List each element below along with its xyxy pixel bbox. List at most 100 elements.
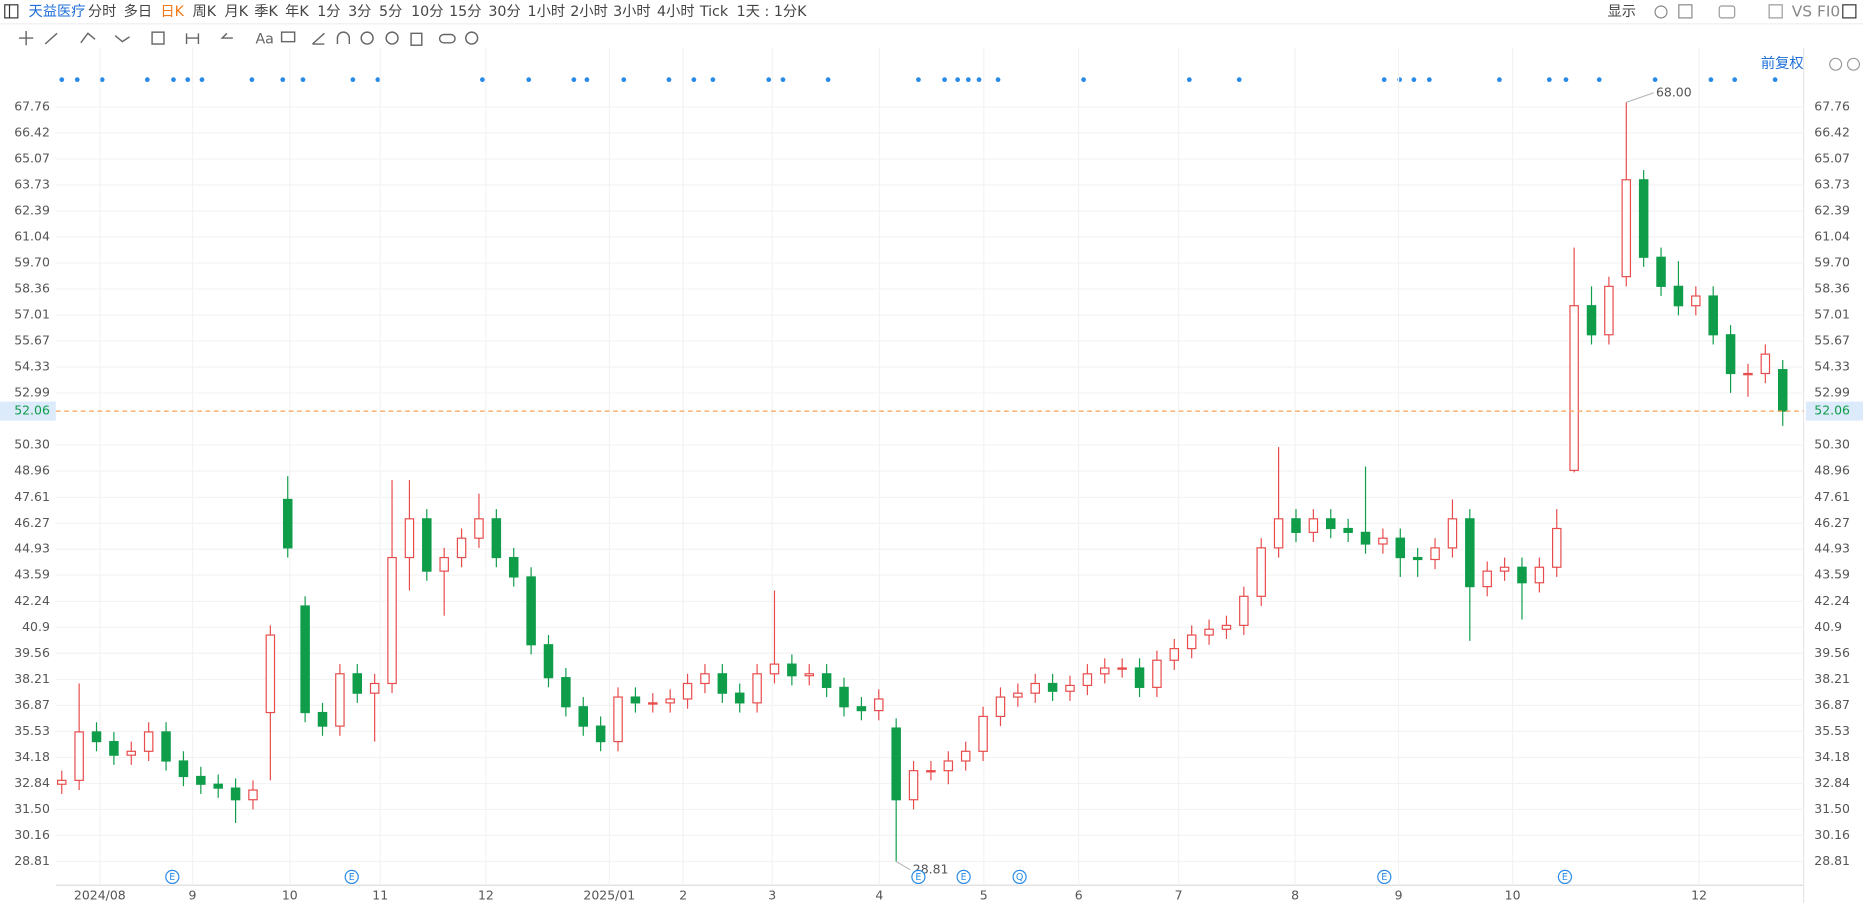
y-tick-label: 38.21 [14,671,50,686]
y-tick-label: 46.27 [14,515,50,530]
period-tab[interactable]: 10分 [411,3,443,20]
candle-body [543,644,554,679]
tool-settings[interactable] [465,31,479,45]
candle-body [1030,682,1040,694]
candle-body [995,696,1006,718]
y-tick-label: 34.18 [14,749,50,764]
comment-tool[interactable] [280,31,296,43]
eye-tool[interactable] [360,31,374,45]
event-marker[interactable] [956,869,971,885]
period-tab[interactable]: Tick [699,4,729,20]
angle-tool[interactable] [312,32,325,45]
event-marker[interactable] [1377,869,1392,885]
y-tick-label: 61.04 [14,229,50,244]
y-tick-label-right: 32.84 [1814,775,1850,790]
period-tab[interactable]: 周K [192,4,216,20]
period-tab[interactable]: 1分 [317,3,340,20]
candle-body [856,706,867,712]
drawing-tools [19,30,479,46]
camera-icon[interactable] [1718,5,1736,19]
event-marker-label: E [349,872,355,883]
panel-icon[interactable] [1842,4,1857,19]
y-tick-label: 55.67 [14,333,50,348]
y-tick-label: 35.53 [14,723,50,738]
delete-tool[interactable] [410,32,423,46]
symbol[interactable]: 天益医疗 [29,3,86,20]
candle-body [839,686,849,708]
line-tool[interactable] [44,32,58,45]
event-marker[interactable] [911,869,926,885]
candle-body [1621,179,1632,278]
compare-button[interactable]: VS FI0 [1792,2,1841,20]
period-tab[interactable]: 5分 [379,3,402,20]
y-tick-label: 47.61 [14,489,50,504]
zoom-in[interactable] [1846,57,1861,71]
period-tab[interactable]: 年K [285,3,309,20]
visibility-tool[interactable] [385,31,399,45]
period-tab[interactable]: 2小时 [570,3,608,20]
period-tab[interactable]: 15分 [449,3,481,20]
period-tab[interactable]: 4小时 [657,3,695,20]
move-tool[interactable] [19,30,34,46]
candle-body [387,556,397,685]
candle-body [1517,566,1527,584]
period-tab[interactable]: 月K [225,4,249,20]
period-tab[interactable]: 分时 [88,3,117,20]
period-tab[interactable]: 30分 [488,3,520,20]
event-marker[interactable] [1012,869,1027,885]
candle-body [1065,684,1075,692]
last-price-label: 52.06 [14,403,50,418]
candle-body [821,673,832,688]
candle-body [1777,369,1788,412]
candle-body [682,682,693,700]
layout-icon[interactable] [1678,4,1693,19]
candle-body [196,775,206,785]
y-tick-label-right: 65.07 [1814,151,1850,166]
event-marker[interactable] [344,869,359,885]
arrow-tool[interactable] [220,32,233,39]
fullscreen-icon[interactable] [1768,4,1783,19]
candle-body [943,760,954,772]
y-tick-label-right: 52.99 [1814,385,1850,400]
display-menu[interactable]: 显示 [1608,4,1637,20]
settings-icon[interactable] [1654,5,1668,19]
period-tab[interactable]: 季K [254,3,278,20]
y-tick-label: 39.56 [14,645,50,660]
event-marker[interactable] [165,869,180,885]
candle-body [109,741,119,756]
event-marker[interactable] [1557,869,1573,885]
measure-tool[interactable] [185,33,200,45]
adjust-mode[interactable]: 前复权 [1761,54,1804,72]
x-tick-label: 3 [768,887,776,902]
magnet-tool[interactable] [336,31,351,45]
pattern-tool[interactable] [151,31,165,45]
candle-body [960,750,971,762]
candle-body [1100,667,1110,675]
candle-body [1239,595,1249,626]
y-tick-label-right: 36.87 [1814,697,1850,712]
candle-body [1725,334,1736,375]
candle-body [1586,305,1597,336]
period-tab[interactable]: 1小时 [528,3,566,20]
x-tick-label: 10 [282,887,298,902]
period-tab[interactable]: 日K [160,4,184,20]
period-tab[interactable]: 1天 : 1分K [737,3,807,20]
link-tool[interactable] [438,33,456,44]
x-tick-label: 7 [1175,887,1183,902]
y-tick-label-right: 34.18 [1814,749,1850,764]
trend-tool[interactable] [80,32,96,44]
x-tick-label: 9 [1395,887,1403,902]
candle-body [908,770,919,801]
candle-body [926,770,936,773]
y-tick-label: 62.39 [14,202,50,217]
period-tab[interactable]: 3分 [348,3,371,20]
period-tab[interactable]: 多日 [124,3,153,20]
candle-body [143,731,154,752]
wave-tool[interactable] [114,35,130,43]
y-tick-label: 63.73 [14,177,50,192]
sidebar-icon[interactable] [4,4,19,19]
text-tool[interactable]: Aa [255,31,273,47]
period-tab[interactable]: 3小时 [613,3,651,20]
zoom-out[interactable] [1829,57,1843,71]
y-tick-label-right: 30.16 [1814,827,1850,842]
